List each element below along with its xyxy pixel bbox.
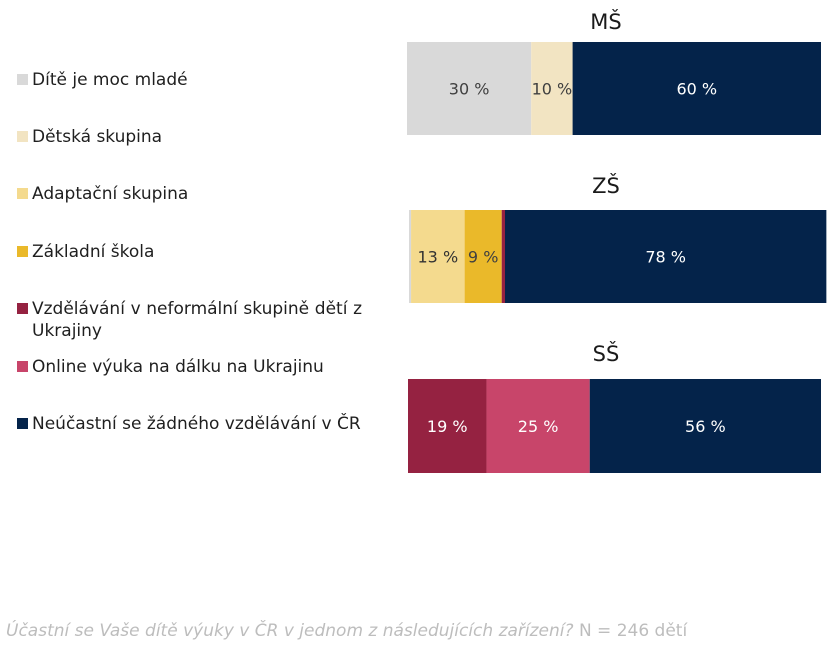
data-label: 13 % — [418, 248, 459, 267]
legend-swatch — [17, 246, 28, 257]
bar-segment — [505, 210, 827, 303]
legend-label: Dětská skupina — [32, 127, 163, 147]
legend-swatch — [17, 74, 28, 85]
legend-swatch — [17, 303, 28, 314]
panel-title: ZŠ — [592, 173, 620, 198]
legend-swatch — [17, 188, 28, 199]
legend-label: Online výuka na dálku na Ukrajinu — [32, 357, 324, 377]
legend-swatch — [17, 131, 28, 142]
data-label: 25 % — [518, 417, 559, 436]
panel-title: MŠ — [590, 9, 621, 34]
bar-segment — [411, 210, 465, 303]
legend-label: Vzdělávání v neformální skupině dětí z U… — [32, 299, 362, 341]
legend-label: Adaptační skupina — [32, 184, 189, 204]
data-label: 56 % — [685, 417, 726, 436]
data-label: 19 % — [427, 417, 468, 436]
bar-segment — [501, 210, 505, 303]
legend-label: Základní škola — [32, 242, 155, 262]
bar-segment — [486, 379, 590, 473]
bar-segment — [531, 42, 573, 135]
footer-sample-size: N = 246 dětí — [578, 621, 688, 641]
legend-swatch — [17, 418, 28, 429]
bar-segment — [408, 379, 487, 473]
stacked-bar-chart: MŠ 30 % 10 % 60 % ZŠ 13 % 9 % 78 % SŠ 19 % 25 % 56 … — [407, 9, 827, 473]
legend-label: Dítě je moc mladé — [32, 70, 188, 90]
data-label: 78 % — [645, 248, 686, 267]
bar-segment — [572, 42, 821, 135]
data-label: 60 % — [676, 80, 717, 99]
data-label: 10 % — [532, 80, 573, 99]
data-label: 30 % — [449, 80, 490, 99]
data-label: 9 % — [468, 248, 498, 267]
bar-segment — [589, 379, 821, 473]
footer-question: Účastní se Vaše dítě výuky v ČR v jednom… — [6, 621, 574, 641]
legend-swatch — [17, 361, 28, 372]
legend-label: Neúčastní se žádného vzdělávání v ČR — [32, 414, 361, 434]
footer-note: Účastní se Vaše dítě výuky v ČR v jednom… — [6, 621, 687, 641]
bar-segment — [464, 210, 502, 303]
panel-title: SŠ — [593, 341, 620, 366]
bar-segment — [407, 42, 532, 135]
bar-segment — [409, 210, 412, 303]
